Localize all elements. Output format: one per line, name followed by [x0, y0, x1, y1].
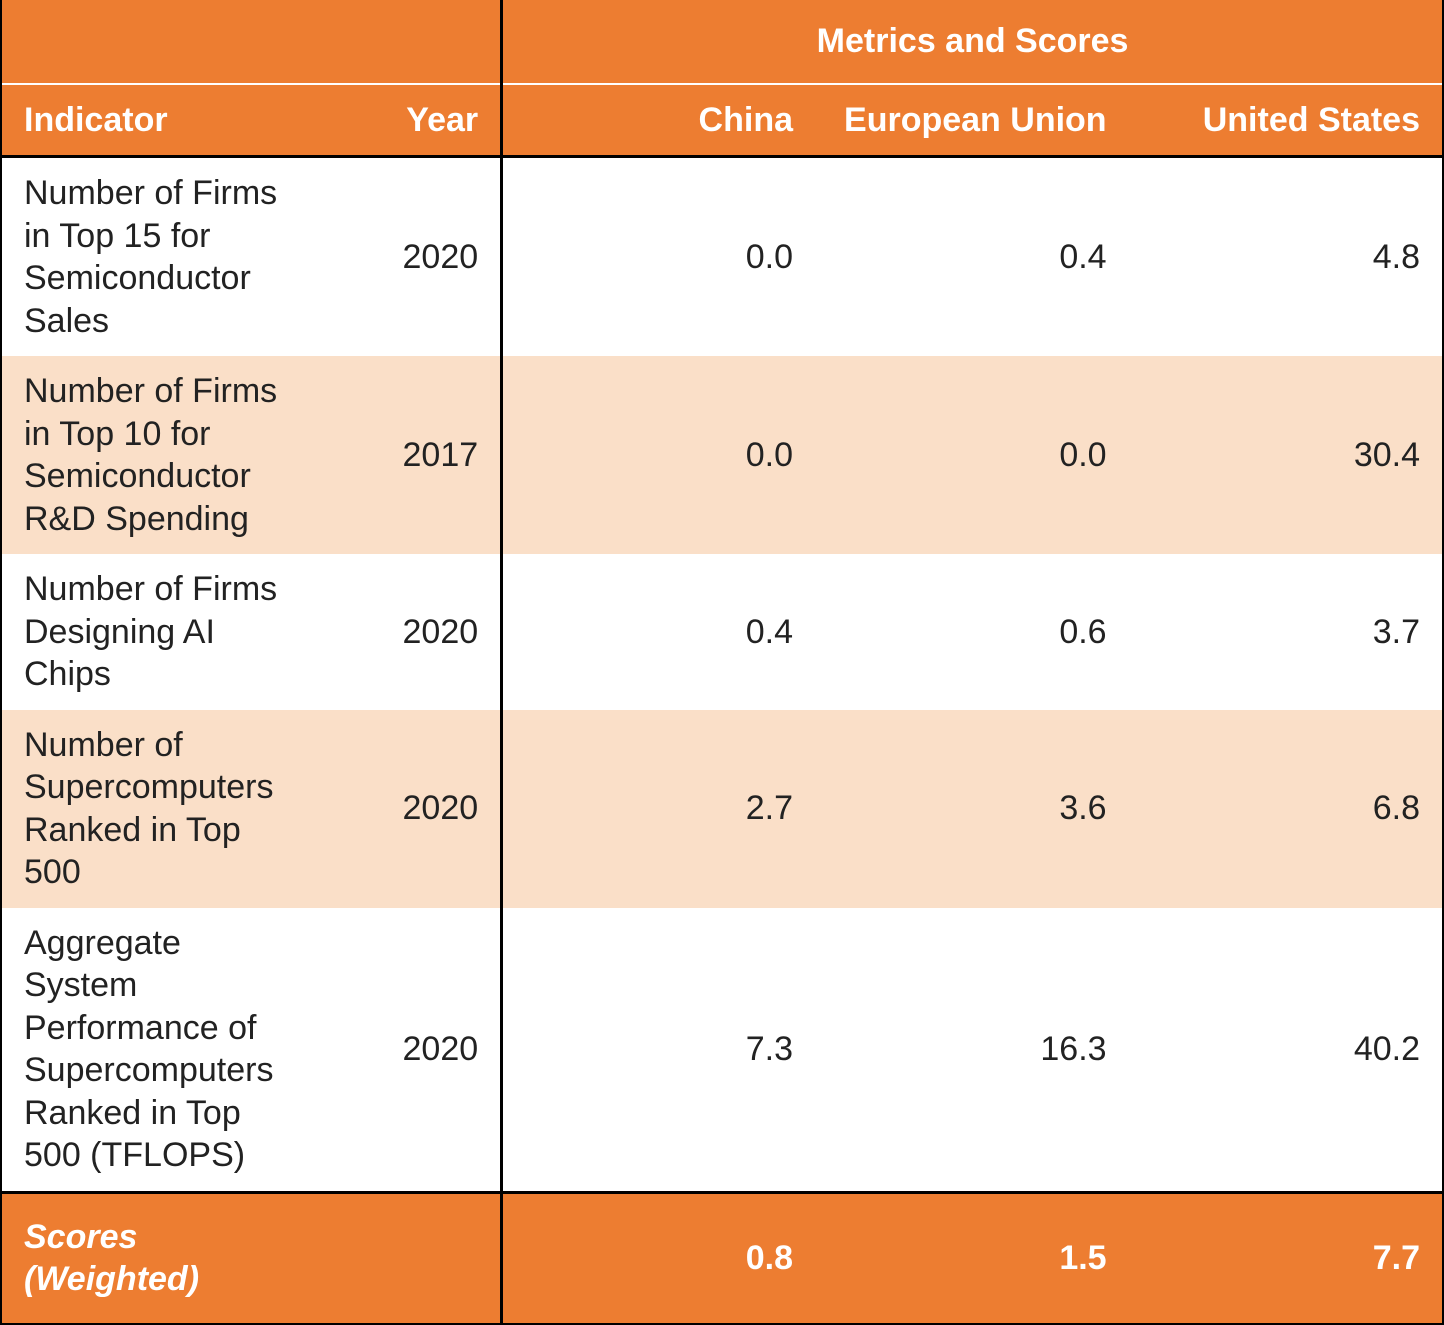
table-row: Number of Firms Designing AI Chips20200.… — [2, 554, 1442, 710]
cell-china: 7.3 — [502, 908, 815, 1193]
col-header-china: China — [502, 84, 815, 157]
metrics-table-container: Metrics and Scores Indicator Year China … — [0, 0, 1444, 1325]
cell-year: 2020 — [322, 710, 502, 908]
footer-china: 0.8 — [502, 1192, 815, 1323]
cell-us: 30.4 — [1129, 356, 1442, 554]
cell-eu: 0.4 — [815, 157, 1129, 357]
metrics-table: Metrics and Scores Indicator Year China … — [2, 0, 1442, 1323]
col-header-indicator: Indicator — [2, 84, 322, 157]
footer-eu: 1.5 — [815, 1192, 1129, 1323]
footer-row: Scores (Weighted) 0.8 1.5 7.7 — [2, 1192, 1442, 1323]
cell-year: 2020 — [322, 908, 502, 1193]
cell-indicator: Number of Firms Designing AI Chips — [2, 554, 322, 710]
cell-china: 0.0 — [502, 356, 815, 554]
cell-indicator: Number of Supercomputers Ranked in Top 5… — [2, 710, 322, 908]
cell-year: 2020 — [322, 554, 502, 710]
footer-us: 7.7 — [1129, 1192, 1442, 1323]
cell-year: 2020 — [322, 157, 502, 357]
cell-us: 3.7 — [1129, 554, 1442, 710]
metrics-header: Metrics and Scores — [502, 0, 1442, 84]
cell-eu: 16.3 — [815, 908, 1129, 1193]
cell-year: 2017 — [322, 356, 502, 554]
cell-china: 2.7 — [502, 710, 815, 908]
table-row: Number of Firms in Top 15 for Semiconduc… — [2, 157, 1442, 357]
cell-us: 40.2 — [1129, 908, 1442, 1193]
cell-eu: 0.6 — [815, 554, 1129, 710]
cell-eu: 0.0 — [815, 356, 1129, 554]
cell-indicator: Number of Firms in Top 15 for Semiconduc… — [2, 157, 322, 357]
cell-indicator: Number of Firms in Top 10 for Semiconduc… — [2, 356, 322, 554]
cell-us: 6.8 — [1129, 710, 1442, 908]
col-header-us: United States — [1129, 84, 1442, 157]
cell-indicator: Aggregate System Performance of Supercom… — [2, 908, 322, 1193]
table-row: Number of Firms in Top 10 for Semiconduc… — [2, 356, 1442, 554]
col-header-eu: European Union — [815, 84, 1129, 157]
cell-us: 4.8 — [1129, 157, 1442, 357]
table-body: Number of Firms in Top 15 for Semiconduc… — [2, 157, 1442, 1193]
table-row: Number of Supercomputers Ranked in Top 5… — [2, 710, 1442, 908]
table-row: Aggregate System Performance of Supercom… — [2, 908, 1442, 1193]
cell-china: 0.0 — [502, 157, 815, 357]
footer-label: Scores (Weighted) — [2, 1192, 322, 1323]
col-header-year: Year — [322, 84, 502, 157]
cell-eu: 3.6 — [815, 710, 1129, 908]
footer-year-blank — [322, 1192, 502, 1323]
cell-china: 0.4 — [502, 554, 815, 710]
header-blank — [2, 0, 502, 84]
